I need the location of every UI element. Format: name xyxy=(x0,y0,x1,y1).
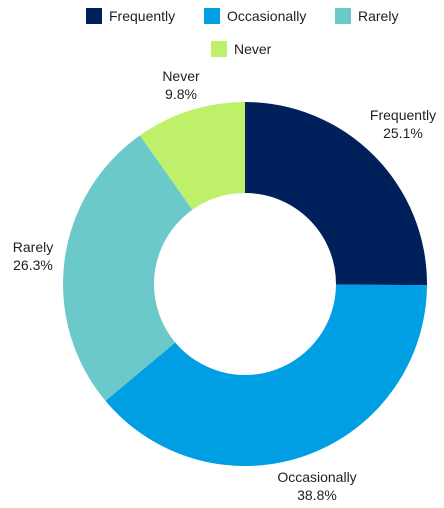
slice-occasionally xyxy=(105,284,427,466)
slice-label-rarely: Rarely xyxy=(13,239,53,255)
slice-rarely xyxy=(63,135,193,401)
legend-label-occasionally: Occasionally xyxy=(227,8,306,24)
legend-label-rarely: Rarely xyxy=(358,8,398,24)
slice-label-never: Never xyxy=(162,68,200,84)
slice-value-never: 9.8% xyxy=(165,86,197,102)
slice-value-frequently: 25.1% xyxy=(383,125,423,141)
legend-label-frequently: Frequently xyxy=(109,8,175,24)
legend-swatch-never xyxy=(211,41,227,57)
legend-swatch-occasionally xyxy=(204,8,220,24)
slice-labels: Frequently 25.1% Occasionally 38.8% Rarely 26… xyxy=(13,68,436,503)
slice-value-occasionally: 38.8% xyxy=(297,487,337,503)
slice-value-rarely: 26.3% xyxy=(13,257,53,273)
donut-slices xyxy=(63,102,427,466)
legend-swatch-frequently xyxy=(86,8,102,24)
slice-label-occasionally: Occasionally xyxy=(277,469,356,485)
legend-label-never: Never xyxy=(234,41,272,57)
legend-swatch-rarely xyxy=(335,8,351,24)
slice-never xyxy=(139,102,245,210)
slice-label-frequently: Frequently xyxy=(370,107,436,123)
slice-frequently xyxy=(245,102,427,286)
legend: Frequently Occasionally Rarely Never xyxy=(86,8,398,57)
